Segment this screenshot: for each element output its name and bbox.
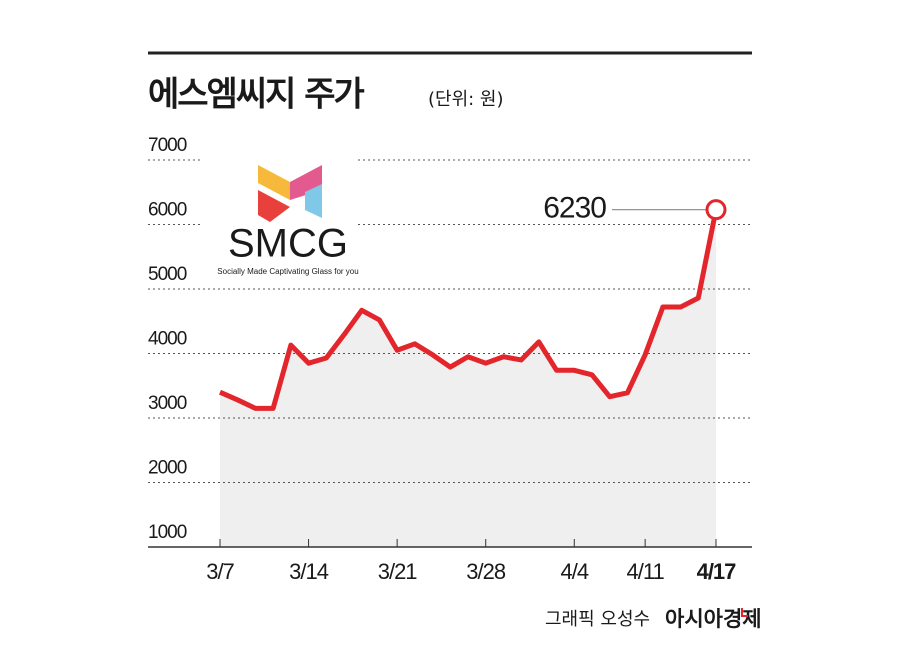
line bbox=[218, 209, 719, 411]
logo-name: SMCG bbox=[228, 222, 348, 266]
end-point bbox=[705, 199, 727, 221]
area bbox=[220, 209, 716, 548]
y-tick-label: 4000 bbox=[148, 329, 187, 350]
x-tick-label: 4/17 bbox=[697, 559, 737, 584]
y-tick-label: 2000 bbox=[148, 458, 187, 479]
y-tick-label: 6000 bbox=[148, 200, 187, 221]
logo-shape bbox=[258, 190, 290, 222]
plot: 1000 2000 3000 4000 5000 6000 7000 3/7 3/14 3/21 3… bbox=[148, 135, 752, 584]
x-tick-label: 4/11 bbox=[627, 559, 665, 584]
chart-title: 에스엠씨지 주가 bbox=[148, 75, 365, 115]
logo-shape bbox=[305, 184, 322, 218]
credit: 그래픽 오성수 bbox=[545, 609, 650, 630]
y-tick-label: 7000 bbox=[148, 135, 187, 156]
logo-tagline: Socially Made Captivating Glass for you bbox=[217, 267, 358, 276]
y-tick-label: 5000 bbox=[148, 264, 187, 285]
chart-subtitle: (단위: 원) bbox=[428, 89, 504, 110]
source-mark bbox=[741, 608, 748, 617]
x-tick-label: 3/21 bbox=[378, 559, 418, 584]
x-tick-label: 3/7 bbox=[206, 559, 234, 584]
value-label: 6230 bbox=[543, 192, 606, 225]
x-tick-label: 3/28 bbox=[466, 559, 506, 584]
x-tick-label: 4/4 bbox=[560, 559, 588, 584]
logo-shape bbox=[258, 165, 290, 200]
y-tick-label: 3000 bbox=[148, 393, 187, 414]
x-tick-label: 3/14 bbox=[289, 559, 329, 584]
source: 아시아경제 bbox=[665, 607, 762, 631]
y-tick-label: 1000 bbox=[148, 522, 187, 543]
